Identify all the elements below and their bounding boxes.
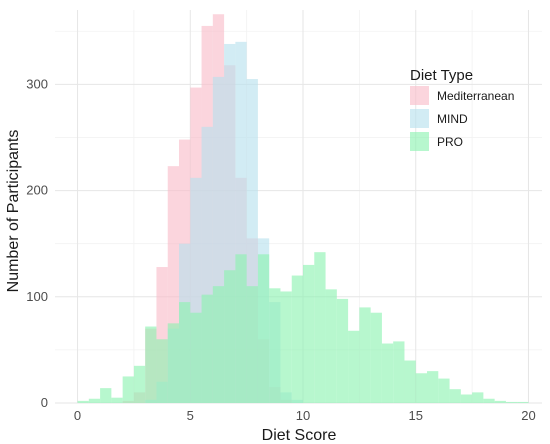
histogram-bar <box>145 326 157 403</box>
histogram-bar <box>77 400 89 403</box>
legend-title: Diet Type <box>410 67 473 84</box>
histogram-bar <box>257 254 270 403</box>
histogram-bar <box>246 79 258 404</box>
y-tick-label: 0 <box>41 395 48 410</box>
histogram-bar <box>427 371 439 403</box>
y-axis-title: Number of Participants <box>5 130 22 293</box>
y-tick-label: 200 <box>26 183 48 198</box>
histogram-bar <box>438 378 450 403</box>
x-tick-label: 5 <box>187 408 194 423</box>
histogram-bar <box>122 376 134 403</box>
histogram-bar <box>190 312 202 403</box>
x-axis-ticks: 0 5 10 15 20 <box>74 408 536 423</box>
legend-key-mediterranean <box>410 86 429 105</box>
y-axis-ticks: 0 100 200 300 <box>26 76 48 410</box>
histogram-bar <box>111 397 123 403</box>
histogram-bar <box>291 275 304 403</box>
histogram-bar <box>280 291 292 403</box>
legend-label-mediterranean: Mediterranean <box>437 89 514 103</box>
histogram-bars <box>77 14 529 404</box>
histogram-bar <box>483 398 495 403</box>
histogram-bar <box>212 76 225 404</box>
histogram-bar <box>133 365 146 403</box>
histogram-bar <box>348 330 360 403</box>
histogram-bar <box>156 339 168 403</box>
legend: Diet Type Mediterranean MIND PRO <box>410 67 514 151</box>
histogram-bar <box>370 312 382 403</box>
legend-key-mind <box>410 109 429 128</box>
histogram-bar <box>336 298 349 403</box>
legend-label-pro: PRO <box>437 135 463 149</box>
histogram-bar <box>381 343 394 403</box>
series-pro <box>77 252 529 403</box>
histogram-bar <box>449 389 461 403</box>
x-axis-title: Diet Score <box>262 427 337 444</box>
histogram-bar <box>494 400 506 403</box>
histogram-bar <box>201 294 213 403</box>
y-tick-label: 300 <box>26 76 48 91</box>
histogram-bar <box>404 360 416 403</box>
histogram-bar <box>235 41 247 403</box>
histogram-bar <box>472 392 484 403</box>
histogram-bar <box>393 341 405 403</box>
histogram-bar <box>269 288 281 403</box>
histogram-bar <box>156 267 168 403</box>
histogram-bar <box>505 401 518 403</box>
legend-key-pro <box>410 132 429 151</box>
x-tick-label: 10 <box>296 408 310 423</box>
histogram-bar <box>303 264 315 403</box>
histogram-bar <box>167 166 180 403</box>
histogram-bar <box>359 307 371 403</box>
histogram-bar <box>246 286 258 403</box>
histogram-bar <box>179 302 191 403</box>
legend-label-mind: MIND <box>437 112 468 126</box>
histogram-bar <box>167 323 180 403</box>
histogram-bar <box>212 286 225 403</box>
histogram-bar <box>100 388 112 403</box>
histogram-bar <box>325 289 337 403</box>
histogram-bar <box>224 270 236 403</box>
histogram-bar <box>415 373 428 403</box>
histogram-bar <box>88 398 101 403</box>
x-tick-label: 0 <box>74 408 81 423</box>
histogram-bar <box>224 43 236 403</box>
histogram-bar <box>235 254 247 403</box>
histogram-bar <box>460 394 473 403</box>
histogram-bar <box>517 401 529 403</box>
x-tick-label: 20 <box>521 408 535 423</box>
y-tick-label: 100 <box>26 289 48 304</box>
histogram-bar <box>314 252 326 403</box>
histogram-bar <box>190 177 202 403</box>
histogram-bar <box>201 126 213 404</box>
x-tick-label: 15 <box>409 408 423 423</box>
